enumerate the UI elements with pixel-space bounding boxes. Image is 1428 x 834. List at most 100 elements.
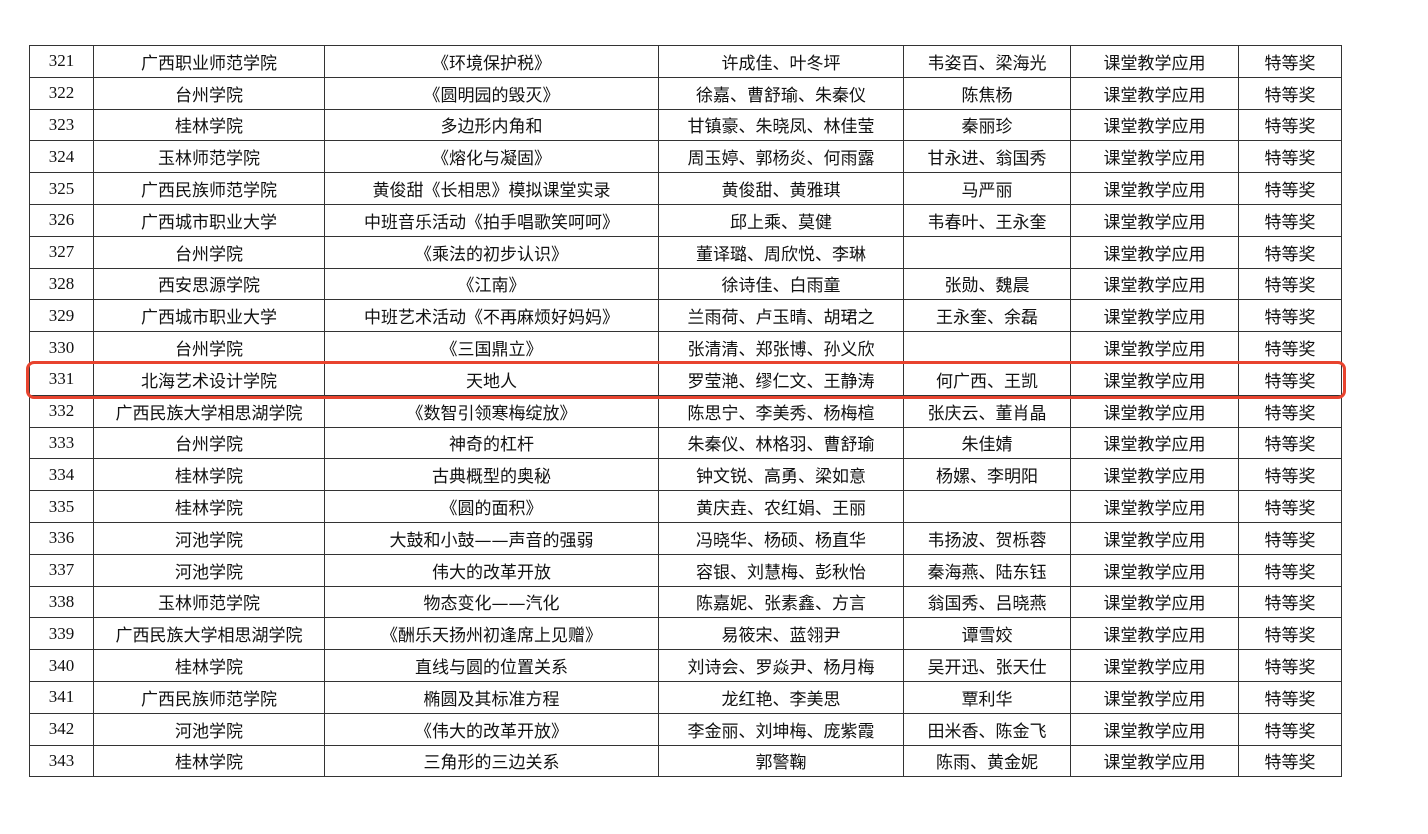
row-number-cell: 341 — [29, 680, 94, 714]
table-row: 322 台州学院 《圆明园的毁灭》 徐嘉、曹舒瑜、朱秦仪 陈焦杨 课堂教学应用 特等奖 — [29, 76, 1342, 110]
school-cell: 玉林师范学院 — [93, 585, 325, 619]
category-cell: 课堂教学应用 — [1070, 203, 1239, 237]
authors-cell: 容银、刘慧梅、彭秋怡 — [658, 553, 904, 587]
school-cell: 桂林学院 — [93, 649, 325, 682]
work-title-cell: 《江南》 — [324, 267, 659, 301]
row-number-cell: 327 — [29, 235, 94, 269]
work-title-cell: 三角形的三边关系 — [324, 744, 659, 778]
authors-cell: 黄庆垚、农红娟、王丽 — [658, 490, 904, 523]
advisors-cell: 陈焦杨 — [903, 76, 1071, 110]
work-title-cell: 物态变化——汽化 — [324, 585, 659, 619]
award-cell: 特等奖 — [1238, 490, 1342, 523]
authors-cell: 董译璐、周欣悦、李琳 — [658, 235, 904, 269]
table-row: 327 台州学院 《乘法的初步认识》 董译璐、周欣悦、李琳 课堂教学应用 特等奖 — [29, 235, 1342, 269]
advisors-cell: 秦海燕、陆东钰 — [903, 553, 1071, 587]
category-cell: 课堂教学应用 — [1070, 331, 1239, 364]
award-cell: 特等奖 — [1238, 362, 1342, 396]
row-number-cell: 329 — [29, 299, 94, 333]
category-cell: 课堂教学应用 — [1070, 617, 1239, 651]
table-row: 326 广西城市职业大学 中班音乐活动《拍手唱歌笑呵呵》 邱上乘、莫健 韦春叶、王永奎课… — [29, 203, 1342, 237]
work-title-cell: 大鼓和小鼓——声音的强弱 — [324, 521, 659, 555]
authors-cell: 钟文锐、高勇、梁如意 — [658, 458, 904, 492]
work-title-cell: 椭圆及其标准方程 — [324, 680, 659, 714]
category-cell: 课堂教学应用 — [1070, 362, 1239, 396]
row-number-cell: 323 — [29, 108, 94, 142]
advisors-cell: 韦扬波、贺栎蓉 — [903, 521, 1071, 555]
table-row: 338 玉林师范学院 物态变化——汽化 陈嘉妮、张素鑫、方言 翁国秀、吕晓燕 课堂教学应用… — [29, 585, 1342, 619]
work-title-cell: 中班艺术活动《不再麻烦好妈妈》 — [324, 299, 659, 333]
authors-cell: 徐嘉、曹舒瑜、朱秦仪 — [658, 76, 904, 110]
award-cell: 特等奖 — [1238, 203, 1342, 237]
category-cell: 课堂教学应用 — [1070, 649, 1239, 682]
award-cell: 特等奖 — [1238, 299, 1342, 333]
award-cell: 特等奖 — [1238, 331, 1342, 364]
advisors-cell — [903, 331, 1071, 364]
category-cell: 课堂教学应用 — [1070, 712, 1239, 746]
work-title-cell: 神奇的杠杆 — [324, 426, 659, 460]
row-number-cell: 340 — [29, 649, 94, 682]
table-row: 324 玉林师范学院 《熔化与凝固》 周玉婷、郭杨炎、何雨露 甘永进、翁国秀 课堂教学应用… — [29, 140, 1342, 174]
row-number-cell: 337 — [29, 553, 94, 587]
school-cell: 广西城市职业大学 — [93, 299, 325, 333]
authors-cell: 罗莹滟、缪仁文、王静涛 — [658, 362, 904, 396]
work-title-cell: 《酬乐天扬州初逢席上见赠》 — [324, 617, 659, 651]
category-cell: 课堂教学应用 — [1070, 267, 1239, 301]
award-cell: 特等奖 — [1238, 172, 1342, 205]
award-cell: 特等奖 — [1238, 617, 1342, 651]
school-cell: 广西城市职业大学 — [93, 203, 325, 237]
row-number-cell: 338 — [29, 585, 94, 619]
school-cell: 广西民族师范学院 — [93, 172, 325, 205]
table-row: 321 广西职业师范学院 《环境保护税》 许成佳、叶冬坪 韦姿百、梁海光 课堂教学应用 特等… — [29, 45, 1342, 78]
table-row: 335 桂林学院 《圆的面积》 黄庆垚、农红娟、王丽 课堂教学应用 特等奖 — [29, 490, 1342, 523]
school-cell: 广西民族大学相思湖学院 — [93, 394, 325, 428]
authors-cell: 易筱宋、蓝翎尹 — [658, 617, 904, 651]
table-row: 333 台州学院 神奇的杠杆 朱秦仪、林格羽、曹舒瑜 朱佳婧 课堂教学应用 特等奖 — [29, 426, 1342, 460]
award-cell: 特等奖 — [1238, 712, 1342, 746]
row-number-cell: 326 — [29, 203, 94, 237]
authors-cell: 周玉婷、郭杨炎、何雨露 — [658, 140, 904, 174]
advisors-cell: 陈雨、黄金妮 — [903, 744, 1071, 778]
advisors-cell: 田米香、陈金飞 — [903, 712, 1071, 746]
school-cell: 玉林师范学院 — [93, 140, 325, 174]
school-cell: 广西民族师范学院 — [93, 680, 325, 714]
advisors-cell: 朱佳婧 — [903, 426, 1071, 460]
work-title-cell: 《数智引领寒梅绽放》 — [324, 394, 659, 428]
work-title-cell: 直线与圆的位置关系 — [324, 649, 659, 682]
category-cell: 课堂教学应用 — [1070, 235, 1239, 269]
table-row: 332 广西民族大学相思湖学院 《数智引领寒梅绽放》 陈思宁、李美秀、杨梅楦 张庆云、董… — [29, 394, 1342, 428]
advisors-cell — [903, 490, 1071, 523]
awards-table: 321 广西职业师范学院 《环境保护税》 许成佳、叶冬坪 韦姿百、梁海光 课堂教学应用 特等… — [29, 45, 1342, 778]
advisors-cell: 谭雪姣 — [903, 617, 1071, 651]
category-cell: 课堂教学应用 — [1070, 140, 1239, 174]
school-cell: 桂林学院 — [93, 108, 325, 142]
advisors-cell: 何广西、王凯 — [903, 362, 1071, 396]
table-row: 334 桂林学院 古典概型的奥秘 钟文锐、高勇、梁如意 杨嫘、李明阳 课堂教学应用 特等奖 — [29, 458, 1342, 492]
school-cell: 河池学院 — [93, 553, 325, 587]
category-cell: 课堂教学应用 — [1070, 521, 1239, 555]
authors-cell: 龙红艳、李美思 — [658, 680, 904, 714]
award-cell: 特等奖 — [1238, 235, 1342, 269]
row-number-cell: 330 — [29, 331, 94, 364]
category-cell: 课堂教学应用 — [1070, 45, 1239, 78]
category-cell: 课堂教学应用 — [1070, 299, 1239, 333]
category-cell: 课堂教学应用 — [1070, 394, 1239, 428]
table-row: 330 台州学院 《三国鼎立》 张清清、郑张博、孙义欣 课堂教学应用 特等奖 — [29, 331, 1342, 364]
authors-cell: 郭警鞠 — [658, 744, 904, 778]
authors-cell: 兰雨荷、卢玉晴、胡珺之 — [658, 299, 904, 333]
school-cell: 台州学院 — [93, 331, 325, 364]
row-number-cell: 324 — [29, 140, 94, 174]
advisors-cell: 秦丽珍 — [903, 108, 1071, 142]
advisors-cell: 杨嫘、李明阳 — [903, 458, 1071, 492]
table-row: 328 西安思源学院 《江南》 徐诗佳、白雨童 张勋、魏晨 课堂教学应用 特等奖 — [29, 267, 1342, 301]
authors-cell: 黄俊甜、黄雅琪 — [658, 172, 904, 205]
authors-cell: 冯晓华、杨硕、杨直华 — [658, 521, 904, 555]
authors-cell: 张清清、郑张博、孙义欣 — [658, 331, 904, 364]
category-cell: 课堂教学应用 — [1070, 490, 1239, 523]
row-number-cell: 339 — [29, 617, 94, 651]
authors-cell: 李金丽、刘坤梅、庞紫霞 — [658, 712, 904, 746]
work-title-cell: 多边形内角和 — [324, 108, 659, 142]
category-cell: 课堂教学应用 — [1070, 585, 1239, 619]
row-number-cell: 328 — [29, 267, 94, 301]
work-title-cell: 《三国鼎立》 — [324, 331, 659, 364]
authors-cell: 陈思宁、李美秀、杨梅楦 — [658, 394, 904, 428]
